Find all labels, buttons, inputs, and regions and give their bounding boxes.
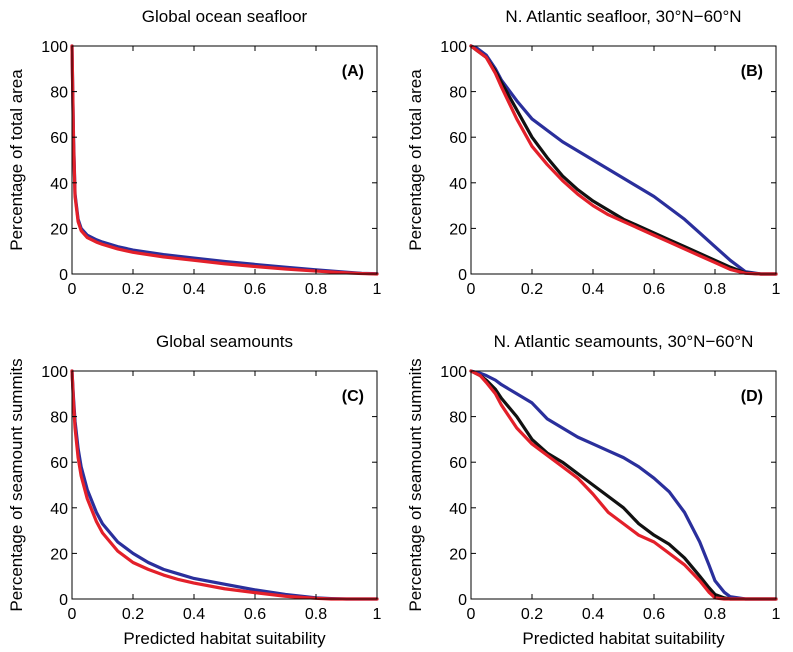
y-tick-label: 0 (59, 592, 68, 609)
x-tick-label: 0.4 (582, 606, 604, 623)
y-tick-label: 60 (449, 455, 467, 472)
panel-tag: (B) (741, 63, 763, 80)
x-tick-label: 0.8 (305, 606, 327, 623)
series-line-red (469, 369, 778, 601)
y-axis-label: Percentage of seamount summits (7, 358, 26, 611)
chart-title: N. Atlantic seamounts, 30°N−60°N (494, 332, 754, 351)
y-tick-label: 60 (50, 455, 68, 472)
y-tick-label: 100 (41, 39, 68, 56)
chart-title: N. Atlantic seafloor, 30°N−60°N (505, 7, 741, 26)
panel-tag: (D) (741, 388, 763, 405)
chart-panel-2: N. Atlantic seafloor, 30°N−60°N 0 20 40 60 80… (406, 7, 781, 298)
plot-frame (71, 370, 378, 600)
x-tick-label: 0 (467, 606, 476, 623)
x-tick-label: 0 (68, 281, 77, 298)
series-line-black (469, 369, 778, 601)
x-tick-label: 0 (467, 281, 476, 298)
y-tick-label: 100 (41, 364, 68, 381)
series-line-red (70, 369, 379, 601)
y-tick-label: 40 (50, 176, 68, 193)
chart-title: Global seamounts (156, 332, 293, 351)
y-tick-label: 20 (449, 221, 467, 238)
x-tick-label: 0.8 (704, 606, 726, 623)
y-tick-label: 80 (50, 85, 68, 102)
x-tick-label: 0.2 (521, 281, 543, 298)
x-tick-label: 0.8 (305, 281, 327, 298)
chart-panel-1: Global ocean seafloor 0 20 40 60 80 100 0 0.2 0.4… (7, 7, 382, 298)
y-tick-label: 20 (50, 546, 68, 563)
x-tick-label: 0.8 (704, 281, 726, 298)
y-tick-label: 40 (449, 176, 467, 193)
y-tick-label: 20 (50, 221, 68, 238)
y-tick-label: 0 (59, 267, 68, 284)
y-axis-label: Percentage of seamount summits (406, 358, 425, 611)
panel-tag: (A) (342, 63, 364, 80)
y-tick-label: 0 (458, 267, 467, 284)
y-tick-label: 80 (50, 410, 68, 427)
series-line-blue (469, 369, 778, 601)
y-tick-label: 80 (449, 85, 467, 102)
y-tick-label: 20 (449, 546, 467, 563)
x-axis-label: Predicted habitat suitability (123, 629, 326, 648)
chart-panel-4: N. Atlantic seamounts, 30°N−60°N 0 20 40 60 8… (406, 332, 781, 648)
plot-frame (71, 45, 378, 275)
x-tick-label: 0.6 (643, 281, 665, 298)
y-axis-label: Percentage of total area (406, 69, 425, 251)
panel-tag: (C) (342, 388, 364, 405)
x-tick-label: 0.2 (521, 606, 543, 623)
chart-title: Global ocean seafloor (142, 7, 308, 26)
y-axis-label: Percentage of total area (7, 69, 26, 251)
x-tick-label: 1 (772, 281, 781, 298)
x-tick-label: 1 (772, 606, 781, 623)
plot-frame (470, 370, 777, 600)
x-tick-label: 0.6 (244, 281, 266, 298)
y-tick-label: 0 (458, 592, 467, 609)
y-tick-label: 100 (440, 364, 467, 381)
x-tick-label: 0.2 (122, 281, 144, 298)
x-tick-label: 1 (373, 606, 382, 623)
y-tick-label: 80 (449, 410, 467, 427)
chart-panel-3: Global seamounts 0 20 40 60 80 100 0 0.2 0.4 0.6 0.… (7, 332, 382, 648)
series-line-black (469, 44, 778, 276)
x-tick-label: 0.4 (183, 281, 205, 298)
x-tick-label: 0 (68, 606, 77, 623)
x-tick-label: 0.4 (582, 281, 604, 298)
series-line-red (70, 44, 379, 276)
y-tick-label: 100 (440, 39, 467, 56)
y-tick-label: 60 (50, 130, 68, 147)
y-tick-label: 60 (449, 130, 467, 147)
x-tick-label: 0.6 (244, 606, 266, 623)
x-tick-label: 0.2 (122, 606, 144, 623)
y-tick-label: 40 (449, 501, 467, 518)
x-tick-label: 0.6 (643, 606, 665, 623)
series-line-blue (70, 44, 379, 276)
y-tick-label: 40 (50, 501, 68, 518)
x-axis-label: Predicted habitat suitability (522, 629, 725, 648)
x-tick-label: 0.4 (183, 606, 205, 623)
x-tick-label: 1 (373, 281, 382, 298)
series-line-blue (469, 44, 778, 276)
series-line-red (469, 44, 778, 276)
plot-frame (470, 45, 777, 275)
series-line-blue (70, 369, 379, 601)
